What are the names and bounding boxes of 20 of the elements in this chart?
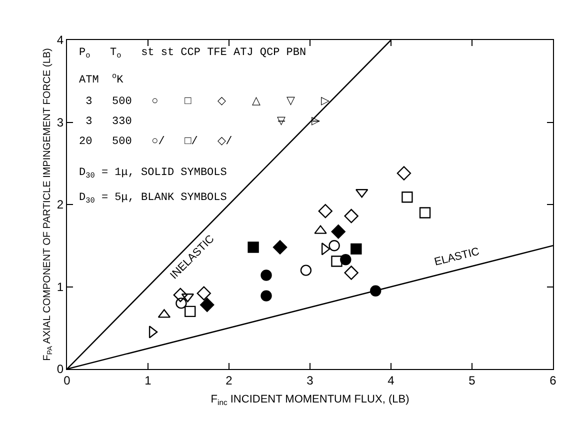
annotation: 20 500 ○/ □/ ◇/ — [79, 136, 232, 148]
text: ATM $^{o}$K — [79, 73, 124, 87]
x-tick-label: 5 — [468, 374, 476, 388]
x-tick-label: 4 — [388, 374, 395, 388]
y-tick-label: 4 — [56, 33, 64, 48]
x-tick-label: 6 — [550, 374, 557, 388]
x-tick-label: 2 — [226, 374, 233, 388]
y-tick-label: 3 — [56, 115, 64, 130]
annotation: ELASTIC — [433, 246, 481, 268]
text: P$_{o}$ T$_{o}$ st st CCP TFE ATJ QCP PBN — [79, 47, 306, 60]
y-tick-label: 0 — [56, 362, 64, 376]
y-tick-label: 1 — [56, 280, 64, 294]
y-tick-label: 2 — [56, 198, 64, 212]
x-tick-label: 1 — [144, 374, 152, 388]
x-tick-label: 3 — [306, 374, 314, 388]
x-axis-title: F$_{inc}$ INCIDENT MOMENTUM FLUX, (LB) — [210, 394, 410, 408]
annotation: D$_{30}$ = 5μ, BLANK SYMBOLS — [79, 192, 228, 206]
annotation: 3 330 ▽̶ ▷̶ — [79, 116, 320, 128]
annotation: 3 500 ○ □ ◇ △ ▽ ▷ — [79, 96, 330, 108]
annotation: D$_{30}$ = 1μ, SOLID SYMBOLS — [79, 167, 228, 180]
